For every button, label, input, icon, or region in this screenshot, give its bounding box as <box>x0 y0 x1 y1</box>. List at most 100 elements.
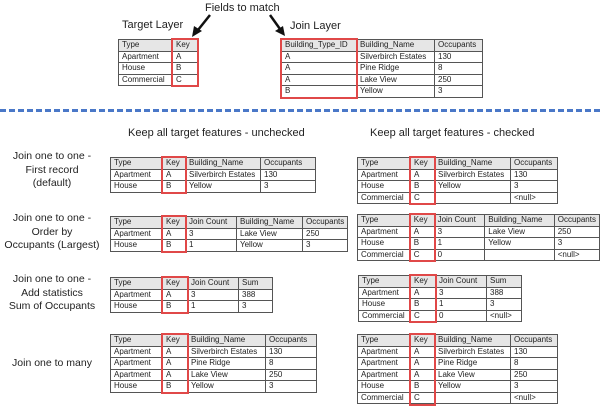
column-header: Type <box>110 157 163 170</box>
target-layer-label: Target Layer <box>122 19 184 31</box>
column-header: Occupants <box>260 157 316 170</box>
result-table-checked: Type Key Join Count Sum Apartment A 3 388 House B… <box>358 275 522 322</box>
column-header: Occupants <box>301 216 349 229</box>
table-row: Commercial C 0 <null> <box>357 248 600 261</box>
join-layer-label: Join Layer <box>290 20 341 32</box>
table-cell: B <box>409 237 435 250</box>
table-row: House B 1 3 <box>110 300 273 313</box>
table-cell: <null> <box>553 248 600 261</box>
column-header: Key <box>409 214 435 227</box>
table-cell: 3 <box>486 298 522 311</box>
result-table-unchecked: Type Key Building_Name Occupants Apartment A S… <box>110 157 316 193</box>
table-cell: Commercial <box>357 191 411 204</box>
table-cell: 3 <box>265 380 317 393</box>
table-cell: House <box>357 237 411 250</box>
table-cell: House <box>118 62 173 75</box>
table-row: Apartment A 3 388 <box>358 286 522 299</box>
table-row: Apartment A Silverbirch Estates 130 <box>110 168 316 181</box>
table-cell: 3 <box>187 288 239 301</box>
column-header: Join Count <box>433 214 486 227</box>
table-cell: 3 <box>553 237 600 250</box>
table-cell: Commercial <box>118 73 173 86</box>
table-cell: Yellow <box>185 180 261 193</box>
table-cell: 3 <box>510 180 558 193</box>
table-cell: 1 <box>187 300 239 313</box>
column-header: Building_Name <box>434 334 511 347</box>
table-row: Apartment A Silverbirch Estates 130 <box>357 345 558 358</box>
table-cell: Yellow <box>484 237 555 250</box>
table-cell: B <box>410 180 435 193</box>
table-cell: 388 <box>238 288 273 301</box>
column-header: Join Count <box>435 275 487 288</box>
table-cell: Commercial <box>357 248 411 261</box>
table-cell: House <box>110 239 163 252</box>
column-header: Key <box>410 157 435 170</box>
column-header: Key <box>410 334 435 347</box>
table-cell: <null> <box>486 309 522 322</box>
table-cell: B <box>162 180 186 193</box>
column-header: Key <box>162 157 186 170</box>
table-cell: B <box>162 300 188 313</box>
table-header-row: Type Key Building_Name Occupants <box>357 334 558 347</box>
column-header: Occupants <box>434 39 483 52</box>
column-header: Type <box>358 275 411 288</box>
table-row: House B Yellow 3 <box>357 380 558 393</box>
table-cell: 250 <box>434 73 483 86</box>
table-row: Apartment A 3 Lake View 250 <box>110 227 349 240</box>
column-header: Type <box>357 334 411 347</box>
table-cell: Apartment <box>110 357 163 370</box>
table-cell: A <box>281 62 357 75</box>
table-cell: A <box>410 357 435 370</box>
table-cell: House <box>358 298 411 311</box>
table-cell: B <box>410 298 436 311</box>
table-row: Commercial C <null> <box>357 191 558 204</box>
table-cell: Yellow <box>236 239 303 252</box>
table-header-row: Type Key Building_Name Occupants <box>357 157 558 170</box>
table-cell: Commercial <box>358 309 411 322</box>
table-cell: 130 <box>510 345 558 358</box>
arrows <box>192 14 285 37</box>
table-cell: 3 <box>301 239 349 252</box>
table-cell: Apartment <box>110 168 163 181</box>
table-cell: 3 <box>435 286 487 299</box>
table-cell: 388 <box>486 286 522 299</box>
column-header: Type <box>110 277 163 290</box>
table-cell: Silverbirch Estates <box>434 345 511 358</box>
column-header: Type <box>357 214 411 227</box>
column-header: Building_Type_ID <box>281 39 357 52</box>
result-table-checked: Type Key Join Count Building_Name Occupants A… <box>357 214 600 261</box>
fields-to-match-label: Fields to match <box>205 2 280 14</box>
table-cell: House <box>110 380 163 393</box>
table-cell: Lake View <box>356 73 435 86</box>
table-cell: A <box>162 357 188 370</box>
table-cell: 130 <box>265 345 317 358</box>
table-cell: 0 <box>433 248 486 261</box>
result-table-checked: Type Key Building_Name Occupants Apartment A S… <box>357 334 558 404</box>
table-cell: A <box>162 368 188 381</box>
table-cell: Apartment <box>358 286 411 299</box>
table-cell: 250 <box>510 368 558 381</box>
checked-header: Keep all target features - checked <box>370 127 535 139</box>
table-cell: 1 <box>185 239 237 252</box>
table-header-row: Type Key Join Count Building_Name Occupants <box>357 214 600 227</box>
table-cell: Yellow <box>356 85 435 98</box>
column-header: Sum <box>238 277 273 290</box>
table-cell: A <box>410 345 435 358</box>
table-cell: A <box>409 225 435 238</box>
table-cell: C <box>172 73 198 86</box>
column-header: Key <box>162 216 186 229</box>
column-header: Building_Name <box>356 39 435 52</box>
table-cell: A <box>281 73 357 86</box>
table-cell: Pine Ridge <box>356 62 435 75</box>
column-header: Occupants <box>265 334 317 347</box>
table-cell: Yellow <box>434 180 511 193</box>
column-header: Type <box>110 334 163 347</box>
table-row: Commercial C <box>118 73 198 86</box>
table-cell: 130 <box>510 168 558 181</box>
table-row: B Yellow 3 <box>281 85 483 98</box>
column-header: Building_Name <box>187 334 266 347</box>
table-cell <box>484 248 555 261</box>
table-cell: C <box>410 191 435 204</box>
table-row: Apartment A Lake View 250 <box>357 368 558 381</box>
table-row: House B 1 3 <box>358 298 522 311</box>
